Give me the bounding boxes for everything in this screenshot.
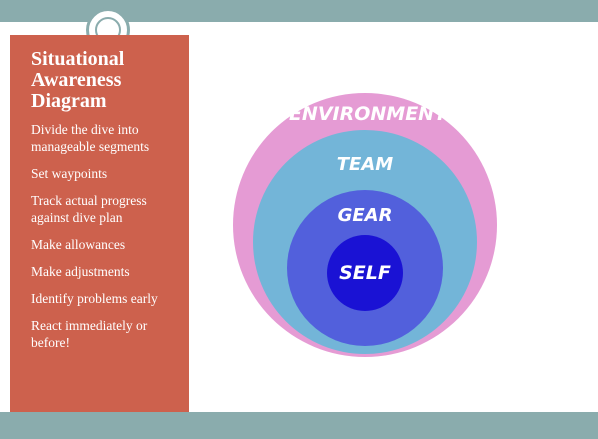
list-item: Make allowances [31, 237, 126, 252]
top-band [0, 0, 598, 22]
awareness-diagram: ENVIRONMENT TEAM GEAR SELF [233, 93, 497, 357]
title-line: Diagram [31, 90, 107, 112]
bullet-list: Divide the dive into manageable segments… [31, 121, 179, 351]
list-item: Set waypoints [31, 166, 108, 181]
label-team: TEAM [337, 154, 394, 175]
list-item: React immediately or before! [31, 318, 148, 350]
list-item: Divide the dive into manageable segments [31, 122, 150, 154]
bottom-band [0, 412, 598, 439]
panel-title: Situational Awareness Diagram [31, 49, 179, 112]
list-item: Make adjustments [31, 264, 130, 279]
list-item: Identify problems early [31, 291, 158, 306]
side-panel: Situational Awareness Diagram Divide the… [10, 35, 189, 412]
title-line: Situational [31, 48, 125, 70]
label-environment: ENVIRONMENT [289, 103, 449, 125]
list-item: Track actual progress against dive plan [31, 193, 147, 225]
label-self: SELF [339, 262, 391, 284]
ring-self [327, 235, 403, 311]
label-gear: GEAR [338, 205, 393, 226]
title-line: Awareness [31, 69, 122, 91]
